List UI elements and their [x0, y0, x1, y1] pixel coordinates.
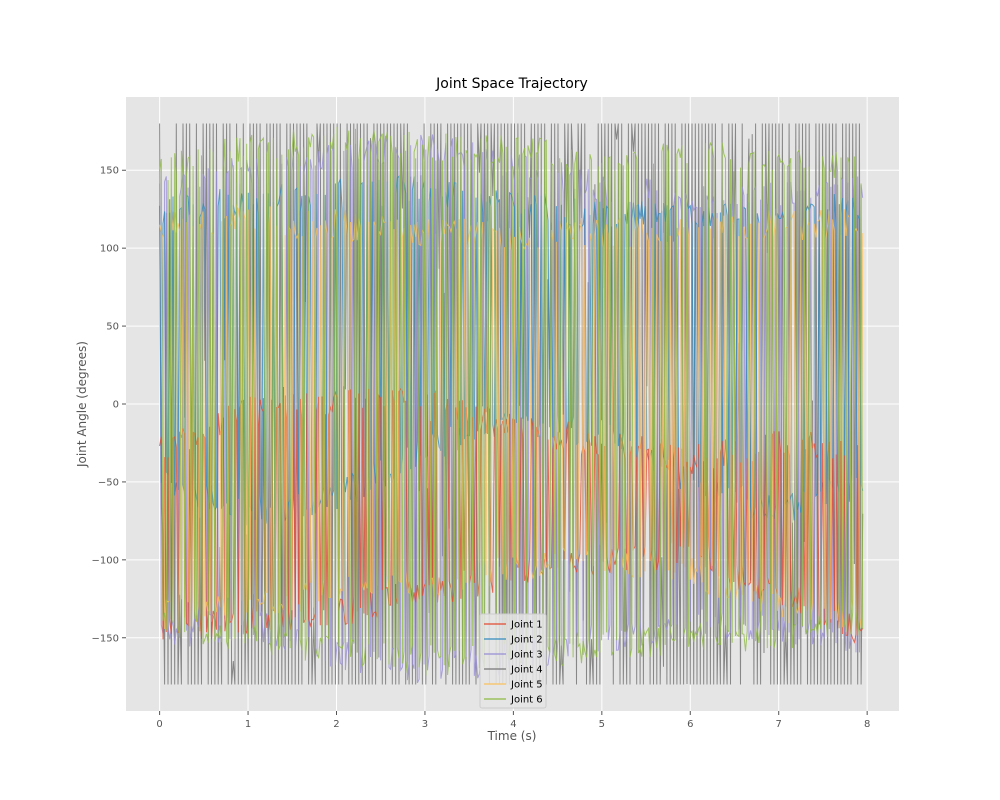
x-tick-label: 1	[245, 719, 251, 730]
x-axis-label: Time (s)	[487, 729, 537, 743]
y-tick-label: −50	[98, 477, 119, 488]
y-tick-label: 150	[100, 166, 119, 177]
x-tick-label: 5	[599, 719, 605, 730]
legend-label: Joint 5	[510, 680, 543, 691]
chart-title: Joint Space Trajectory	[435, 76, 588, 92]
y-tick-label: −100	[92, 555, 119, 566]
x-axis-ticks: 0 1 2 3 4 5 6 7 8	[156, 711, 870, 730]
series-line-joint-4	[159, 123, 864, 685]
y-tick-label: 0	[113, 400, 119, 411]
y-axis-ticks: −150 −100 −50 0 50 100 150	[92, 166, 126, 644]
y-tick-label: 50	[106, 322, 119, 333]
legend-label: Joint 3	[510, 650, 543, 661]
series-line-joint-3	[159, 134, 864, 684]
legend-label: Joint 4	[510, 665, 543, 676]
legend: Joint 1 Joint 2 Joint 3 Joint 4 Joint 5 Joint…	[479, 613, 547, 709]
x-tick-label: 3	[422, 719, 428, 730]
legend-label: Joint 1	[510, 620, 543, 631]
x-tick-label: 6	[687, 719, 693, 730]
y-tick-label: 100	[100, 244, 119, 255]
legend-label: Joint 2	[510, 635, 543, 646]
x-tick-label: 7	[776, 719, 782, 730]
y-axis-label: Joint Angle (degrees)	[75, 341, 89, 468]
x-tick-label: 2	[333, 719, 339, 730]
x-tick-label: 0	[156, 719, 162, 730]
x-tick-label: 4	[510, 719, 516, 730]
x-tick-label: 8	[864, 719, 870, 730]
y-tick-label: −150	[92, 633, 119, 644]
legend-label: Joint 6	[510, 695, 543, 706]
